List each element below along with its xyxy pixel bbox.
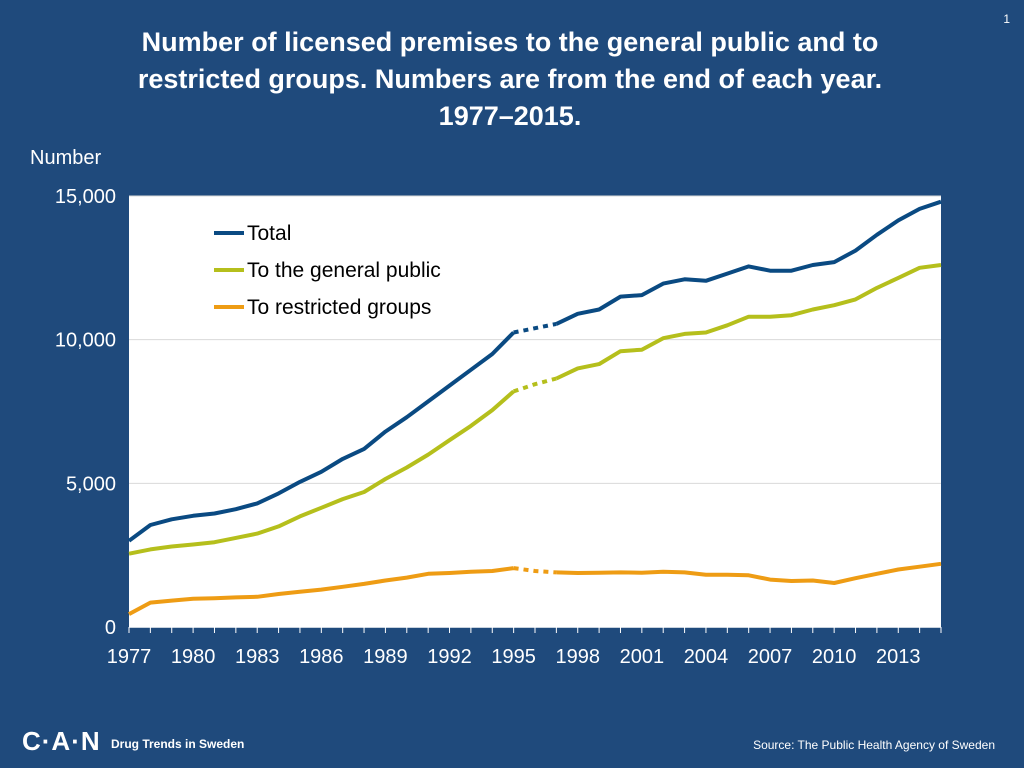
x-tick-label: 2013 <box>876 646 921 668</box>
x-tick-label: 2001 <box>620 646 665 668</box>
page-number: 1 <box>1003 12 1010 26</box>
y-axis-label: Number <box>30 147 101 169</box>
x-tick-label: 1992 <box>427 646 472 668</box>
chart-title-line-3: 1977–2015. <box>438 101 582 131</box>
series-dashed-line-restricted <box>513 566 557 575</box>
legend-label-general_public: To the general public <box>247 259 441 282</box>
x-tick-label: 2004 <box>684 646 729 668</box>
series-line-total <box>127 331 516 543</box>
x-tick-label: 1989 <box>363 646 408 668</box>
x-tick-label: 1983 <box>235 646 280 668</box>
y-tick-label: 5,000 <box>66 473 116 495</box>
footer-tagline: Drug Trends in Sweden <box>111 737 245 751</box>
chart-title: Number of licensed premises to the gener… <box>60 24 960 135</box>
series-line-total <box>555 199 942 326</box>
series-line-general_public <box>128 389 515 556</box>
line-chart: 0 5,000 10,000 15,000 Number 1977 1980 1983 1986… <box>30 147 942 668</box>
series-line-general_public <box>555 263 942 381</box>
x-tick-label: 1986 <box>299 646 344 668</box>
series-line-restricted <box>128 566 514 616</box>
footer-source: Source: The Public Health Agency of Swed… <box>753 738 995 752</box>
chart-title-line-1: Number of licensed premises to the gener… <box>141 27 879 57</box>
series-dashed-line-total <box>513 321 557 335</box>
x-tick-label: 2010 <box>812 646 857 668</box>
x-tick-label: 1977 <box>107 646 152 668</box>
x-tick-label: 2007 <box>748 646 793 668</box>
y-tick-label: 10,000 <box>55 330 116 352</box>
series-dashed-line-general_public <box>512 376 557 394</box>
x-tick-label: 1998 <box>555 646 600 668</box>
y-tick-label: 0 <box>105 617 116 639</box>
legend-label-total: Total <box>247 222 291 245</box>
can-logo: C·A·N <box>22 726 101 756</box>
x-tick-label: 1980 <box>171 646 216 668</box>
y-tick-label: 15,000 <box>55 186 116 208</box>
legend-label-restricted: To restricted groups <box>247 296 431 319</box>
chart-title-line-2: restricted groups. Numbers are from the … <box>137 64 883 94</box>
series-line-restricted <box>556 561 942 585</box>
x-tick-label: 1995 <box>491 646 536 668</box>
